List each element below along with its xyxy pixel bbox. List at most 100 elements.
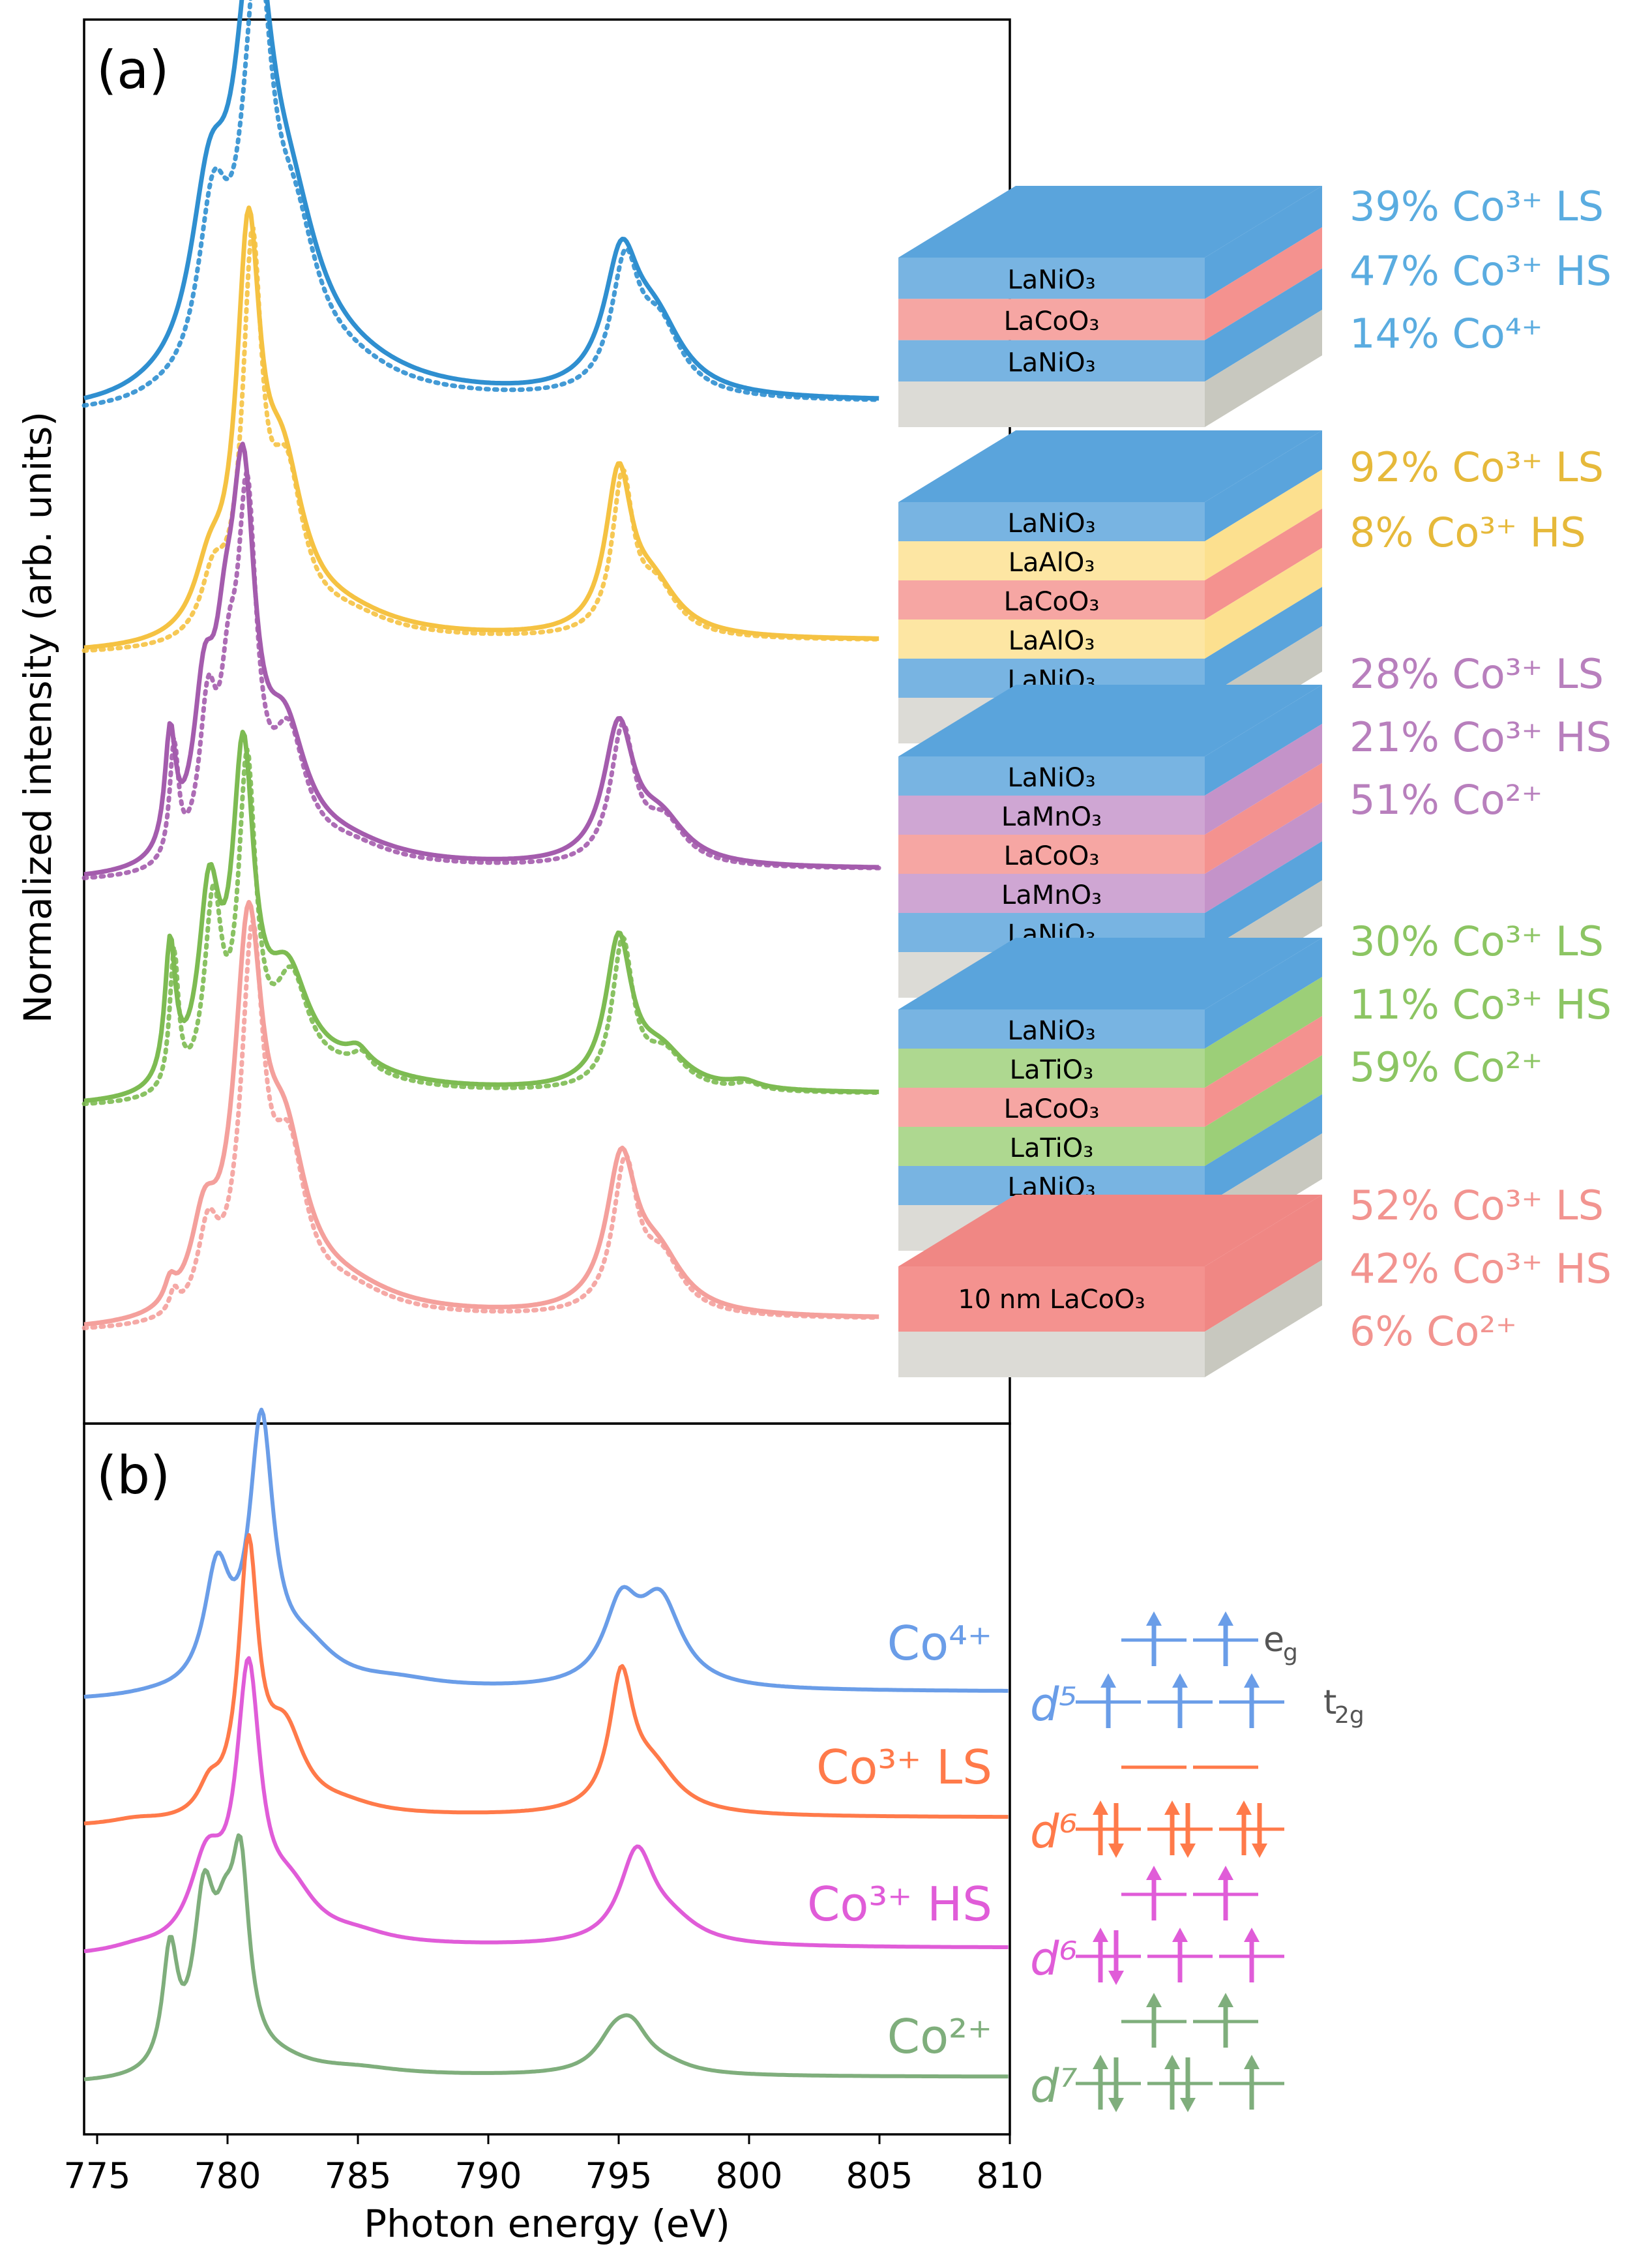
substrate-side xyxy=(1205,310,1322,427)
layer-front xyxy=(898,1088,1205,1127)
spin-up-arrow xyxy=(1218,1993,1233,2007)
spin-down-arrow xyxy=(1180,2098,1196,2112)
panel-b-spectra: Co⁴⁺ Co³⁺ LS Co³⁺ HS Co²⁺ xyxy=(83,1407,1009,2082)
reference-label: Co³⁺ LS xyxy=(816,1740,992,1795)
layer-front xyxy=(898,502,1205,541)
fraction-label: 51% Co²⁺ xyxy=(1350,776,1542,824)
layer-side xyxy=(1205,763,1322,874)
t2g-subscript: 2g xyxy=(1335,1702,1364,1729)
stack-0: LaNiO₃ LaCoO₃ LaNiO₃ xyxy=(898,186,1322,427)
series-a-4 xyxy=(81,900,881,1330)
layer-side xyxy=(1205,587,1322,698)
reference-line xyxy=(83,1656,1009,1954)
layer-front xyxy=(898,1127,1205,1166)
layer-front xyxy=(898,756,1205,796)
layer-side xyxy=(1205,509,1322,620)
fit-fractions: 39% Co³⁺ LS 47% Co³⁺ HS 14% Co⁴⁺ 92% Co³⁺ L… xyxy=(1350,183,1612,1355)
layer-side xyxy=(1205,685,1322,796)
series-a-3 xyxy=(81,730,881,1107)
spin-up-arrow xyxy=(1146,1866,1162,1880)
spin-down-arrow xyxy=(1108,2098,1124,2112)
layer-side xyxy=(1205,470,1322,580)
d-config-label: d⁷ xyxy=(1030,2059,1078,2113)
spin-up-arrow xyxy=(1172,1673,1188,1688)
x-tick-label: 800 xyxy=(715,2155,782,2196)
layer-front xyxy=(898,1049,1205,1088)
layer-front xyxy=(898,835,1205,874)
reference-line xyxy=(83,1833,1009,2082)
layer-label: LaCoO₃ xyxy=(1004,841,1100,871)
substrate-front xyxy=(898,381,1205,427)
layer-side xyxy=(1205,227,1322,340)
fraction-label: 47% Co³⁺ HS xyxy=(1350,247,1612,295)
layer-label: LaNiO₃ xyxy=(1007,348,1095,378)
eg-label: e xyxy=(1263,1620,1284,1660)
spin-up-arrow xyxy=(1218,1866,1233,1880)
reference-line xyxy=(83,1407,1009,1699)
fraction-label: 8% Co³⁺ HS xyxy=(1350,509,1586,556)
fraction-label: 6% Co²⁺ xyxy=(1350,1307,1517,1355)
layer-front xyxy=(898,541,1205,580)
layer-label: LaTiO₃ xyxy=(1010,1055,1094,1085)
spin-down-arrow xyxy=(1252,1844,1267,1858)
layer-label: LaNiO₃ xyxy=(1007,265,1095,295)
stack-top-face xyxy=(898,1195,1322,1266)
layer-side xyxy=(1205,186,1322,299)
fraction-label: 52% Co³⁺ LS xyxy=(1350,1182,1604,1229)
spin-down-arrow xyxy=(1108,1971,1124,1985)
layer-front xyxy=(898,1009,1205,1049)
spin-up-arrow xyxy=(1146,1611,1162,1626)
series-a-2 xyxy=(81,441,881,880)
fraction-label: 30% Co³⁺ LS xyxy=(1350,918,1604,965)
layer-label: LaMnO₃ xyxy=(1001,880,1102,910)
panel-b-label: (b) xyxy=(96,1445,170,1506)
stack-top-face xyxy=(898,685,1322,756)
layer-label: LaTiO₃ xyxy=(1010,1133,1094,1163)
layer-side xyxy=(1205,938,1322,1049)
spin-up-arrow xyxy=(1146,1993,1162,2007)
layer-side xyxy=(1205,977,1322,1088)
measured-line xyxy=(83,0,879,401)
x-axis-label: Photon energy (eV) xyxy=(364,2202,730,2246)
layer-side xyxy=(1205,1094,1322,1205)
substrate-front xyxy=(898,1332,1205,1377)
spin-up-arrow xyxy=(1093,1800,1108,1815)
spin-down-arrow xyxy=(1108,1844,1124,1858)
layer-side xyxy=(1205,1055,1322,1166)
layer-side xyxy=(1205,268,1322,381)
x-tick-label: 810 xyxy=(976,2155,1043,2196)
spin-up-arrow xyxy=(1093,1928,1108,1942)
layer-label: LaMnO₃ xyxy=(1001,802,1102,832)
stack-4: 10 nm LaCoO₃ xyxy=(898,1195,1322,1377)
layer-label: LaNiO₃ xyxy=(1007,763,1095,793)
spin-up-arrow xyxy=(1164,1800,1180,1815)
x-tick-label: 780 xyxy=(194,2155,261,2196)
sample-stacks: LaNiO₃ LaCoO₃ LaNiO₃ LaNiO₃ LaAlO₃ LaCoO₃ LaAl… xyxy=(898,186,1322,1377)
spin-up-arrow xyxy=(1244,2055,1260,2069)
fit-line xyxy=(81,0,881,408)
fraction-label: 11% Co³⁺ HS xyxy=(1350,981,1612,1028)
layer-front xyxy=(898,620,1205,659)
layer-side xyxy=(1205,802,1322,913)
layer-side xyxy=(1205,724,1322,835)
panel-b-frame xyxy=(83,1422,1011,2136)
d-config-label: d⁶ xyxy=(1030,1932,1078,1986)
series-a-1 xyxy=(81,205,881,653)
fraction-label: 14% Co⁴⁺ xyxy=(1350,310,1542,357)
spin-down-arrow xyxy=(1180,1844,1196,1858)
fit-line xyxy=(81,470,881,880)
fraction-label: 28% Co³⁺ LS xyxy=(1350,650,1604,698)
layer-side xyxy=(1205,548,1322,659)
spin-up-arrow xyxy=(1093,2055,1108,2069)
panel-a-label: (a) xyxy=(96,40,169,100)
fraction-label: 59% Co²⁺ xyxy=(1350,1043,1542,1091)
panel-a-spectra xyxy=(81,0,881,1330)
x-axis-ticks: 775 780 785 790 795 800 805 810 xyxy=(63,2134,1044,2196)
measured-line xyxy=(83,205,879,650)
substrate-side xyxy=(1205,1260,1322,1377)
fraction-label: 42% Co³⁺ HS xyxy=(1350,1245,1612,1292)
x-tick-label: 790 xyxy=(454,2155,522,2196)
